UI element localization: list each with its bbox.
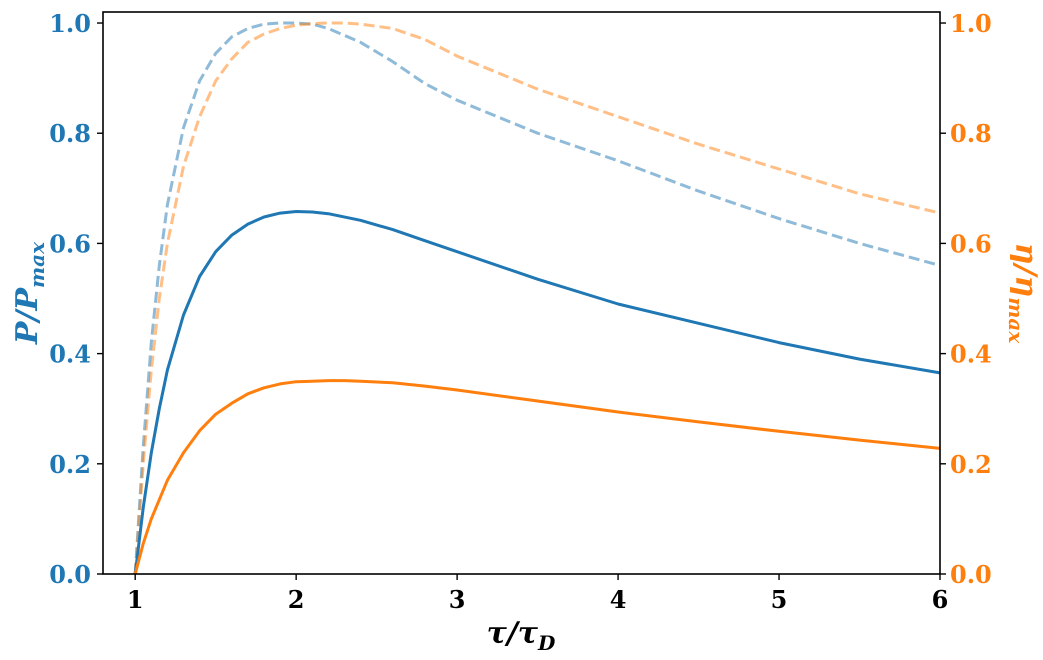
series-line-4-solid (133, 379, 941, 575)
series-group (133, 21, 941, 575)
x-axis-label: τ/τD (487, 616, 556, 655)
x-tick-label: 2 (288, 585, 305, 614)
y-tick-label-right: 0.4 (950, 340, 992, 369)
y-axis-label-right: η/ηmax (1004, 243, 1043, 345)
y-tick-label-left: 0.6 (49, 229, 91, 258)
y-tick-label-right: 1.0 (950, 9, 992, 38)
y-tick-label-right: 0.8 (950, 119, 992, 148)
series-line-2-dashed (133, 21, 941, 575)
y-axis-label-left: P/Pmax (10, 241, 49, 345)
series-line-3-solid (133, 210, 941, 575)
y-tick-label-left: 0.4 (49, 340, 91, 369)
x-tick-label: 3 (449, 585, 466, 614)
y-tick-label-right: 0.6 (950, 229, 992, 258)
y-tick-label-left: 0.0 (49, 560, 91, 589)
y-tick-label-left: 0.8 (49, 119, 91, 148)
series-line-1-dashed (133, 21, 941, 575)
y-tick-label-left: 1.0 (49, 9, 91, 38)
x-tick-label: 4 (610, 585, 627, 614)
y-tick-label-right: 0.2 (950, 450, 992, 479)
x-tick-label: 5 (771, 585, 788, 614)
x-tick-label: 1 (127, 585, 144, 614)
y-tick-label-right: 0.0 (950, 560, 992, 589)
x-tick-label: 6 (932, 585, 949, 614)
y-tick-label-left: 0.2 (49, 450, 91, 479)
plot-frame (102, 11, 941, 575)
